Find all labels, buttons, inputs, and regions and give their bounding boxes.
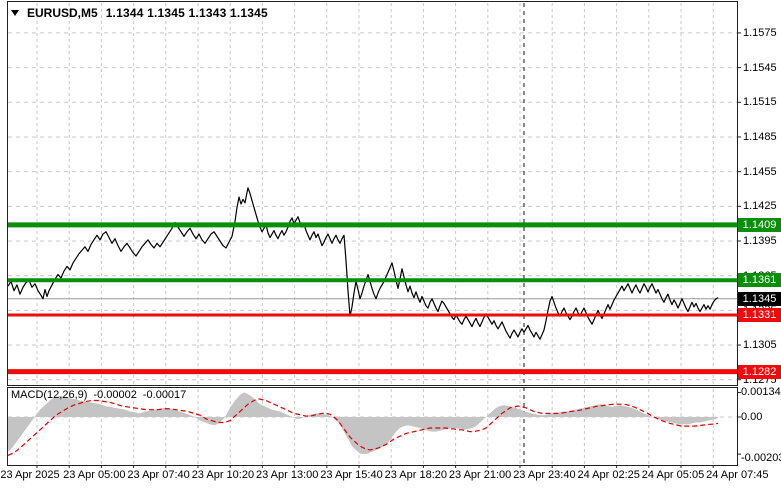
price-axis-tick-label: 1.1455 (743, 165, 777, 178)
level-price-badge: 1.1331 (738, 307, 781, 322)
price-axis-tick-label: 1.1515 (743, 96, 777, 109)
current-price-badge: 1.1345 (738, 291, 781, 306)
time-axis-label: 23 Apr 2025 (0, 469, 60, 481)
price-axis-tick-label: 1.1395 (743, 235, 777, 247)
macd-panel-border (7, 387, 738, 466)
macd-histogram (8, 392, 718, 455)
chart-title-bar: EURUSD,M5 1.1344 1.1345 1.1343 1.1345 (11, 6, 268, 20)
time-axis-label: 23 Apr 07:40 (127, 469, 190, 481)
time-axis-label: 23 Apr 21:00 (448, 469, 512, 481)
macd-axis-tick-label: -0.00203 (741, 452, 781, 465)
time-axis-label: 23 Apr 23:40 (513, 469, 576, 481)
macd-signal-value: -0.00017 (142, 389, 187, 401)
axis-ticks (36, 32, 741, 468)
level-price-badge: 1.1361 (738, 273, 781, 288)
price-axis-tick-label: 1.1575 (743, 26, 777, 39)
macd-indicator-label: MACD(12,26,9) -0.00002 -0.00017 (11, 389, 186, 401)
symbol-period-label: EURUSD,M5 (27, 6, 98, 20)
time-axis-label: 24 Apr 02:25 (577, 469, 640, 481)
chart-collapse-triangle-icon[interactable] (11, 10, 19, 16)
macd-axis-tick-label: 0.00134 (741, 386, 781, 399)
ohlc-values: 1.1344 1.1345 1.1343 1.1345 (105, 6, 268, 20)
level-price-badge: 1.1282 (738, 364, 781, 379)
price-axis-tick-label: 1.1305 (743, 339, 777, 352)
time-axis-label: 23 Apr 10:20 (191, 469, 255, 481)
time-axis-label: 23 Apr 18:20 (384, 469, 447, 481)
macd-name: MACD(12,26,9) (11, 389, 88, 401)
price-panel-border (7, 1, 738, 386)
time-axis-label: 23 Apr 05:00 (63, 469, 126, 481)
time-axis-label: 24 Apr 07:45 (706, 469, 769, 481)
price-line (7, 187, 719, 340)
level-price-badge: 1.1409 (738, 217, 781, 232)
time-axis-label: 23 Apr 13:00 (255, 469, 319, 481)
price-axis-tick-label: 1.1545 (743, 61, 777, 74)
time-axis-label: 23 Apr 15:40 (320, 469, 383, 481)
macd-signal-line (7, 398, 719, 456)
macd-axis-tick-label: 0.00 (741, 411, 763, 423)
price-axis-tick-label: 1.1485 (743, 130, 777, 143)
macd-value: -0.00002 (93, 389, 137, 401)
level-lines (8, 222, 737, 375)
price-axis-tick-label: 1.1425 (743, 200, 777, 213)
time-axis-label: 24 Apr 05:05 (641, 469, 705, 481)
